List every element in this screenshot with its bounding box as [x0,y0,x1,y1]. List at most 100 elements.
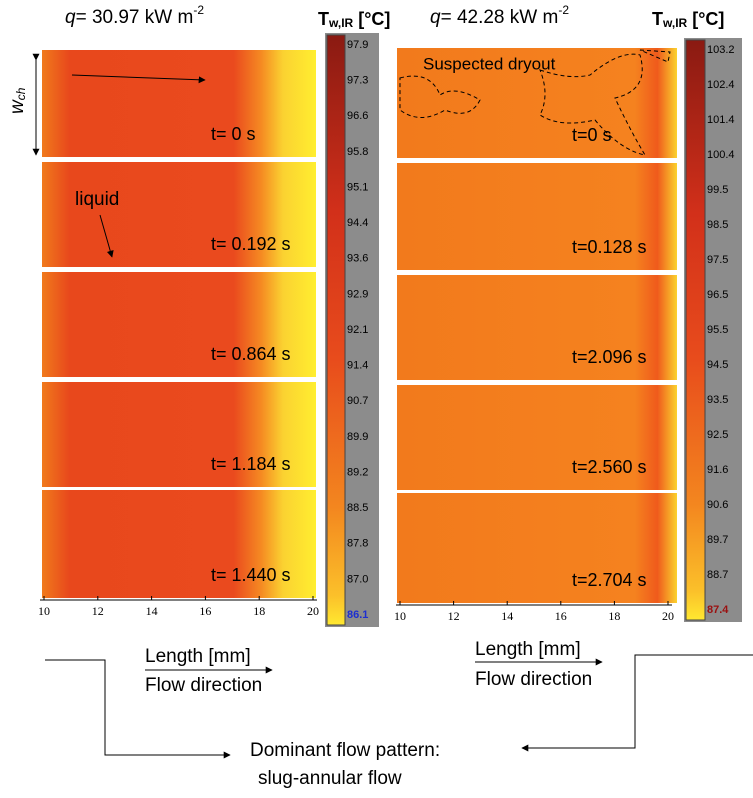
left-flow-connector [45,659,231,759]
x-tick-label: 10 [38,604,50,618]
x-tick-label: 12 [92,604,104,618]
x-tick-label: 20 [307,604,319,618]
colorbar-subscript: w,IR [328,16,354,30]
colorbar-tick-label: 87.0 [347,573,368,585]
colorbar-tick-label: 96.5 [707,289,728,301]
x-tick-label: 18 [253,604,265,618]
colorbar-tick-label: 92.5 [707,429,728,441]
time-label: t= 0.192 s [211,234,291,254]
x-tick-label: 10 [394,609,406,623]
time-label: t= 1.440 s [211,565,291,585]
colorbar-tick-label: 90.7 [347,395,368,407]
colorbar-tick-label: 94.5 [707,359,728,371]
colorbar-tick-label: 88.7 [707,569,728,581]
conclusion-line1: Dominant flow pattern: [250,740,440,761]
colorbar-tick-label: 100.4 [707,149,735,161]
colorbar-tick-label: 87.4 [707,604,729,616]
colorbar-tick-label: 103.2 [707,44,735,56]
dryout-outline [399,49,671,156]
x-tick-label: 18 [608,609,620,623]
ir-frame [42,50,316,157]
colorbar-tick-label: 86.1 [347,609,368,621]
colorbar-tick-label: 95.1 [347,181,368,193]
x-tick-label: 16 [199,604,211,618]
colorbar [326,34,346,626]
x-axis-label: Length [mm] [145,646,251,667]
colorbar-tick-label: 88.5 [347,502,368,514]
colorbar-tick-label: 92.1 [347,324,368,336]
colorbar-tick-label: 102.4 [707,79,735,91]
colorbar-tick-label: 99.5 [707,184,728,196]
time-label: t=2.704 s [572,570,647,590]
colorbar-tick-label: 89.9 [347,431,368,443]
ir-frame [42,382,316,487]
content: q= 30.97 kW m-2 Tw,IR [°C]97.997.396.695.… [38,3,742,696]
right-flow-connector [521,654,753,752]
colorbar-tick-label: 98.5 [707,219,728,231]
colorbar-tick-label: 92.9 [347,288,368,300]
colorbar-unit: [°C] [687,9,724,29]
colorbar-tick-label: 89.7 [707,534,728,546]
colorbar-tick-label: 95.8 [347,146,368,158]
width-symbol: w [7,99,28,114]
ir-frame [397,385,677,490]
colorbar-tick-label: 89.2 [347,466,368,478]
colorbar-tick-label: 90.6 [707,499,728,511]
heat-flux-exponent: -2 [558,3,569,17]
heat-flux-symbol: q [430,7,441,28]
x-tick-label: 14 [501,609,513,623]
ir-frame [397,163,677,270]
colorbar-subscript: w,IR [662,16,688,30]
ir-frame [397,493,677,603]
x-tick-label: 12 [448,609,460,623]
time-label: t= 0 s [211,124,256,144]
colorbar-title: Tw,IR [°C] [652,9,724,30]
x-tick-label: 20 [662,609,674,623]
colorbar [685,39,706,621]
colorbar-tick-label: 91.4 [347,360,368,372]
ir-frame [397,48,677,158]
colorbar-tick-label: 97.5 [707,254,728,266]
flow-direction-label: Flow direction [145,675,262,696]
width-subscript: ch [14,87,28,100]
colorbar-symbol: T [652,9,663,29]
x-tick-label: 16 [555,609,567,623]
heat-flux-value: = 30.97 kW m [76,7,194,28]
conclusion-line2: slug-annular flow [258,768,402,789]
flow-direction-label: Flow direction [475,669,592,690]
colorbar-tick-label: 101.4 [707,114,735,126]
colorbar-tick-label: 91.6 [707,464,728,476]
time-label: t=0 s [572,125,612,145]
colorbar-tick-label: 87.8 [347,538,368,550]
ir-frame [42,162,316,267]
time-label: t=2.096 s [572,347,647,367]
colorbar-tick-label: 94.4 [347,217,368,229]
time-label: t=0.128 s [572,237,647,257]
colorbar-unit: [°C] [353,9,390,29]
time-label: t= 1.184 s [211,454,291,474]
heat-flux-title: q= 30.97 kW m-2 [65,3,204,28]
colorbar-tick-label: 93.6 [347,253,368,265]
length-arrow [71,74,206,84]
heat-flux-value: = 42.28 kW m [441,7,559,28]
liquid-arrow [99,214,114,258]
heat-flux-exponent: -2 [193,3,204,17]
colorbar-symbol: T [318,9,329,29]
liquid-label: liquid [75,189,119,210]
ir-frame [397,275,677,380]
ir-frame [42,490,316,598]
colorbar-tick-label: 95.5 [707,324,728,336]
colorbar-tick-label: 97.3 [347,75,368,87]
heat-flux-title: q= 42.28 kW m-2 [430,3,569,28]
heat-flux-symbol: q [65,7,76,28]
width-label: wch [7,87,28,114]
colorbar-tick-label: 93.5 [707,394,728,406]
colorbar-title: Tw,IR [°C] [318,9,390,30]
x-tick-label: 14 [146,604,158,618]
x-axis-label: Length [mm] [475,639,581,660]
ir-frame [42,272,316,377]
colorbar-tick-label: 97.9 [347,39,368,51]
time-label: t= 0.864 s [211,344,291,364]
dryout-label: Suspected dryout [423,54,556,73]
